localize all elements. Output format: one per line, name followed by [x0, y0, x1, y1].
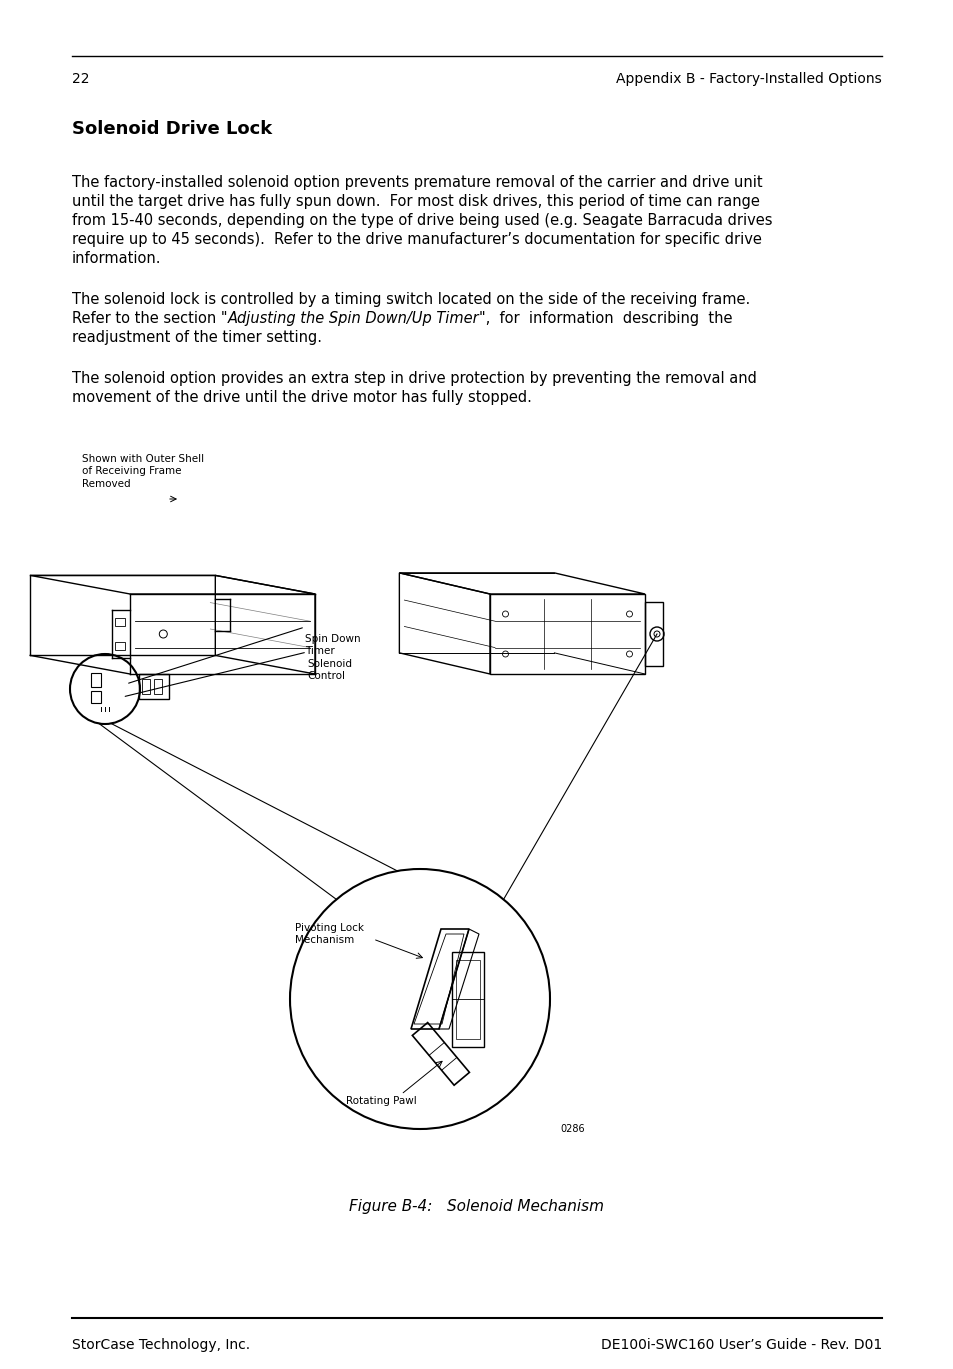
- Text: The solenoid lock is controlled by a timing switch located on the side of the re: The solenoid lock is controlled by a tim…: [71, 292, 749, 307]
- Text: Solenoid Drive Lock: Solenoid Drive Lock: [71, 120, 272, 138]
- Text: Adjusting the Spin Down/Up Timer: Adjusting the Spin Down/Up Timer: [227, 311, 478, 326]
- Bar: [91, 674, 101, 687]
- Text: DE100i-SWC160 User’s Guide - Rev. D01: DE100i-SWC160 User’s Guide - Rev. D01: [600, 1338, 882, 1353]
- Bar: [456, 960, 479, 1039]
- Text: Shown with Outer Shell
of Receiving Frame
Removed: Shown with Outer Shell of Receiving Fram…: [82, 455, 204, 489]
- Text: from 15-40 seconds, depending on the type of drive being used (e.g. Seagate Barr: from 15-40 seconds, depending on the typ…: [71, 214, 772, 229]
- Text: StorCase Technology, Inc.: StorCase Technology, Inc.: [71, 1338, 250, 1353]
- Text: Pivoting Lock
Mechanism: Pivoting Lock Mechanism: [294, 923, 364, 945]
- Text: The solenoid option provides an extra step in drive protection by preventing the: The solenoid option provides an extra st…: [71, 371, 756, 386]
- Bar: [115, 617, 125, 626]
- Bar: [139, 674, 169, 700]
- Bar: [452, 951, 483, 1046]
- Bar: [644, 602, 662, 665]
- Text: Spin Down
Timer: Spin Down Timer: [305, 634, 360, 656]
- Text: readjustment of the timer setting.: readjustment of the timer setting.: [71, 330, 322, 345]
- Bar: [154, 679, 162, 694]
- Bar: [91, 691, 101, 704]
- Text: information.: information.: [71, 251, 161, 266]
- Text: 22: 22: [71, 73, 90, 86]
- Text: ",  for  information  describing  the: ", for information describing the: [478, 311, 732, 326]
- Text: Figure B-4:   Solenoid Mechanism: Figure B-4: Solenoid Mechanism: [349, 1199, 604, 1214]
- Bar: [115, 642, 125, 650]
- Text: 0286: 0286: [559, 1124, 584, 1134]
- Text: Solenoid
Control: Solenoid Control: [307, 658, 352, 682]
- Text: movement of the drive until the drive motor has fully stopped.: movement of the drive until the drive mo…: [71, 390, 532, 405]
- Text: The factory-installed solenoid option prevents premature removal of the carrier : The factory-installed solenoid option pr…: [71, 175, 761, 190]
- Bar: [142, 679, 150, 694]
- Text: until the target drive has fully spun down.  For most disk drives, this period o: until the target drive has fully spun do…: [71, 194, 760, 209]
- Text: Rotating Pawl: Rotating Pawl: [345, 1097, 416, 1106]
- Text: Appendix B - Factory-Installed Options: Appendix B - Factory-Installed Options: [616, 73, 882, 86]
- Text: require up to 45 seconds).  Refer to the drive manufacturer’s documentation for : require up to 45 seconds). Refer to the …: [71, 231, 761, 246]
- Text: Refer to the section ": Refer to the section ": [71, 311, 227, 326]
